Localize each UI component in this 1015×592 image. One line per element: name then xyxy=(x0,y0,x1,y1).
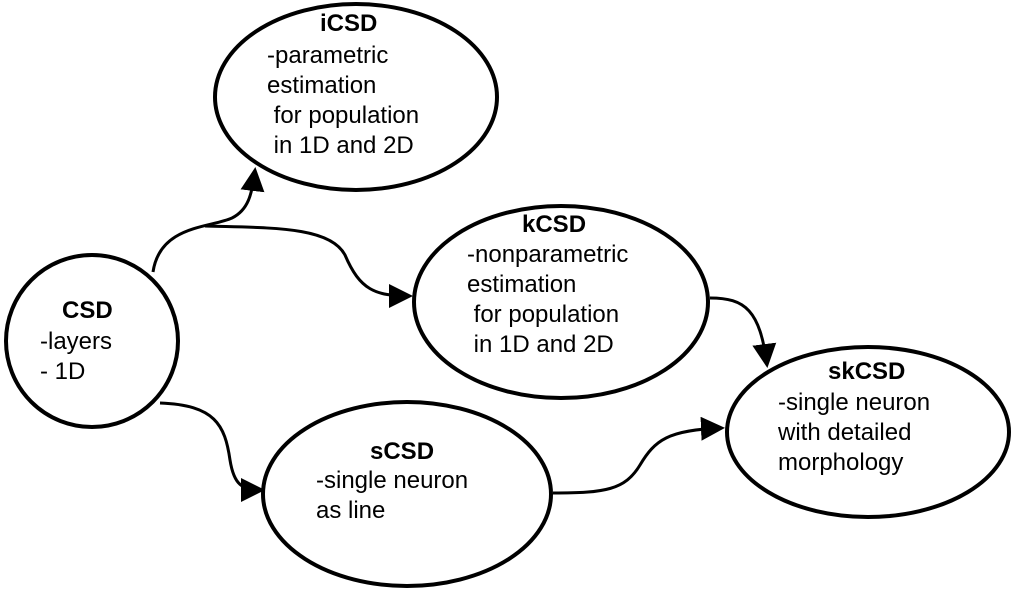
node-skcsd-line-1: -single neuron xyxy=(778,389,930,416)
node-kcsd-ellipse xyxy=(412,204,710,400)
node-scsd-line-2: as line xyxy=(316,497,385,524)
node-scsd: sCSD -single neuron as line xyxy=(261,400,553,588)
edge-csd-to-kcsd xyxy=(204,224,413,308)
node-skcsd: skCSD -single neuron with detailed morph… xyxy=(725,345,1011,519)
node-icsd-title: iCSD xyxy=(320,10,377,37)
node-kcsd-line-1: -nonparametric xyxy=(467,241,628,268)
edge-csd-to-scsd xyxy=(159,401,265,502)
node-icsd: iCSD -parametric estimation for populati… xyxy=(213,2,499,192)
node-skcsd-line-2: with detailed xyxy=(777,419,911,446)
node-kcsd-title: kCSD xyxy=(522,211,586,238)
node-icsd-line-3: for population xyxy=(267,102,419,129)
edge-kcsd-to-skcsd xyxy=(709,296,777,368)
node-icsd-line-2: estimation xyxy=(267,72,376,99)
node-csd-line-2: - 1D xyxy=(40,358,85,385)
node-skcsd-title: skCSD xyxy=(828,358,905,385)
node-csd-line-1: -layers xyxy=(40,328,112,355)
edge-scsd-to-skcsd xyxy=(552,416,725,495)
node-csd: CSD -layers - 1D xyxy=(4,253,180,429)
node-csd-title: CSD xyxy=(62,297,113,324)
node-icsd-line-1: -parametric xyxy=(267,42,388,69)
node-icsd-ellipse xyxy=(213,2,499,192)
edges xyxy=(151,167,777,502)
node-kcsd-line-2: estimation xyxy=(467,271,576,298)
node-kcsd: kCSD -nonparametric estimation for popul… xyxy=(412,204,710,400)
edge-csd-to-icsd xyxy=(151,167,265,273)
node-scsd-line-1: -single neuron xyxy=(316,467,468,494)
node-csd-ellipse xyxy=(4,253,180,429)
node-skcsd-ellipse xyxy=(725,345,1011,519)
node-icsd-line-4: in 1D and 2D xyxy=(267,132,414,159)
node-kcsd-line-4: in 1D and 2D xyxy=(467,331,614,358)
node-scsd-title: sCSD xyxy=(370,438,434,465)
node-scsd-ellipse xyxy=(261,400,553,588)
node-kcsd-line-3: for population xyxy=(467,301,619,328)
node-skcsd-line-3: morphology xyxy=(778,449,903,476)
